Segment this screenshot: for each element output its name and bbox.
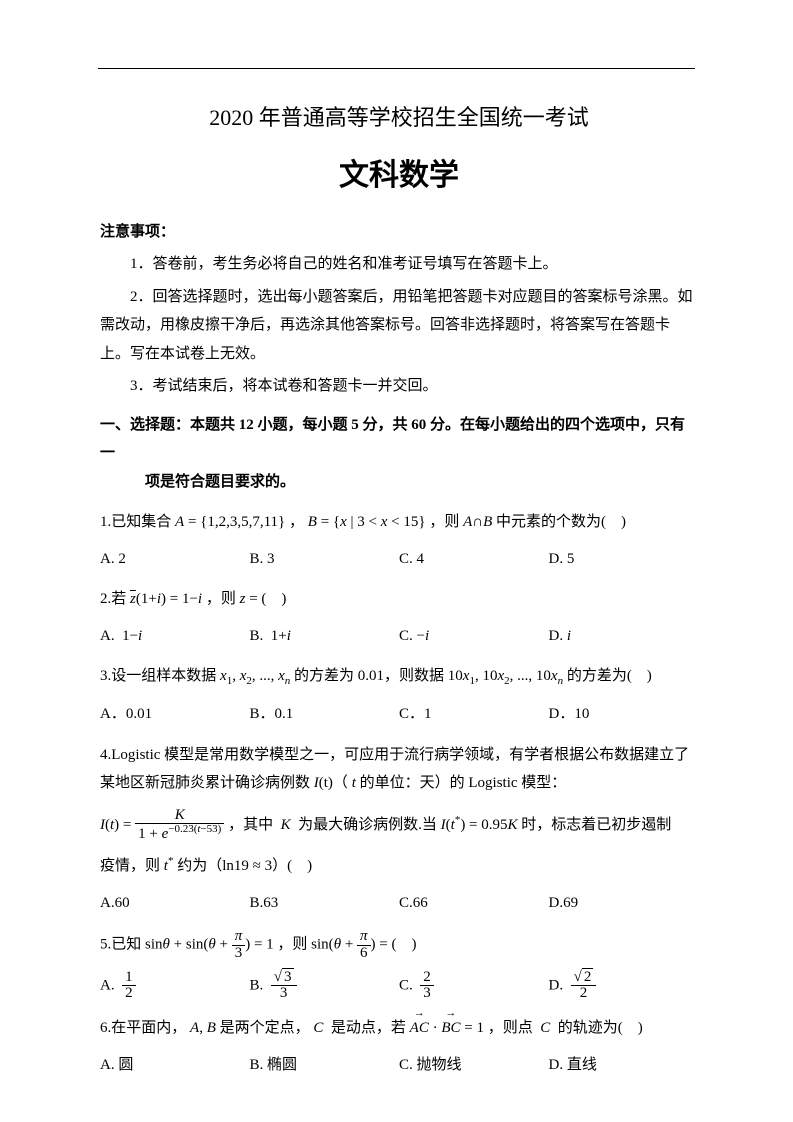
q2-opt-a: A. 1−i <box>100 622 250 651</box>
exam-title-line1: 2020 年普通高等学校招生全国统一考试 <box>100 97 698 139</box>
q3-options: A．0.01 B．0.1 C．1 D．10 <box>100 700 698 729</box>
q6-opt-b: B. 椭圆 <box>250 1051 400 1080</box>
q6-options: A. 圆 B. 椭圆 C. 抛物线 D. 直线 <box>100 1051 698 1080</box>
notice-heading: 注意事项： <box>100 218 698 247</box>
q1-options: A. 2 B. 3 C. 4 D. 5 <box>100 545 698 574</box>
section1-heading-l1: 一、选择题：本题共 12 小题，每小题 5 分，共 60 分。在每小题给出的四个… <box>100 411 698 468</box>
notice-item-2: 2．回答选择题时，选出每小题答案后，用铅笔把答题卡对应题目的答案标号涂黑。如需改… <box>100 283 698 369</box>
q1-opt-c: C. 4 <box>399 545 549 574</box>
q5-opt-a: A. 12 <box>100 970 250 1003</box>
q4-opt-a: A.60 <box>100 889 250 918</box>
question-3: 3.设一组样本数据 x1, x2, ..., xn 的方差为 0.01，则数据 … <box>100 662 698 692</box>
q5-opt-b: B. √33 <box>250 970 400 1003</box>
section1-heading-l2: 项是符合题目要求的。 <box>145 468 698 497</box>
question-4-l4: 疫情，则 t* 约为（ln19 ≈ 3）( ) <box>100 851 698 881</box>
question-4-l1: 4.Logistic 模型是常用数学模型之一，可应用于流行病学领域，有学者根据公… <box>100 741 698 770</box>
notice-item-1: 1．答卷前，考生务必将自己的姓名和准考证号填写在答题卡上。 <box>100 250 698 279</box>
q1-mid: ， <box>289 514 308 530</box>
q1-pre: 1.已知集合 <box>100 514 175 530</box>
q1-opt-d: D. 5 <box>549 545 699 574</box>
q4-options: A.60 B.63 C.66 D.69 <box>100 889 698 918</box>
question-1: 1.已知集合 A = {1,2,3,5,7,11} ， B = {x | 3 <… <box>100 508 698 537</box>
q5-opt-c: C. 23 <box>399 970 549 1003</box>
q5-options: A. 12 B. √33 C. 23 D. √22 <box>100 970 698 1003</box>
q2-opt-d: D. i <box>549 622 699 651</box>
question-5: 5.已知 sinθ + sin(θ + π3) = 1 ，则 sin(θ + π… <box>100 929 698 962</box>
q6-opt-a: A. 圆 <box>100 1051 250 1080</box>
q3-opt-c: C．1 <box>399 700 549 729</box>
question-4-l2: 某地区新冠肺炎累计确诊病例数 I(t)（ t 的单位：天）的 Logistic … <box>100 769 698 798</box>
q3-opt-b: B．0.1 <box>250 700 400 729</box>
question-2: 2.若 z(1+i) = 1−i ，则 z = ( ) <box>100 585 698 614</box>
q4-opt-b: B.63 <box>250 889 400 918</box>
question-6: 6.在平面内， A, B 是两个定点， C 是动点，若 AC · BC = 1 … <box>100 1014 698 1043</box>
q6-opt-c: C. 抛物线 <box>399 1051 549 1080</box>
q4-opt-d: D.69 <box>549 889 699 918</box>
q2-opt-b: B. 1+i <box>250 622 400 651</box>
q3-opt-d: D．10 <box>549 700 699 729</box>
q1-opt-b: B. 3 <box>250 545 400 574</box>
exam-title-line2: 文科数学 <box>100 147 698 204</box>
q6-opt-d: D. 直线 <box>549 1051 699 1080</box>
question-4-formula: I(t) = K 1 + e−0.23(t−53) ，其中 K 为最大确诊病例数… <box>100 808 698 844</box>
q1-opt-a: A. 2 <box>100 545 250 574</box>
q2-options: A. 1−i B. 1+i C. −i D. i <box>100 622 698 651</box>
q2-opt-c: C. −i <box>399 622 549 651</box>
q4-opt-c: C.66 <box>399 889 549 918</box>
notice-item-3: 3．考试结束后，将本试卷和答题卡一并交回。 <box>100 372 698 401</box>
top-rule <box>98 68 695 69</box>
q3-opt-a: A．0.01 <box>100 700 250 729</box>
notice-item-2-text: 2．回答选择题时，选出每小题答案后，用铅笔把答题卡对应题目的答案标号涂黑。如需改… <box>100 289 693 362</box>
q5-opt-d: D. √22 <box>549 970 699 1003</box>
